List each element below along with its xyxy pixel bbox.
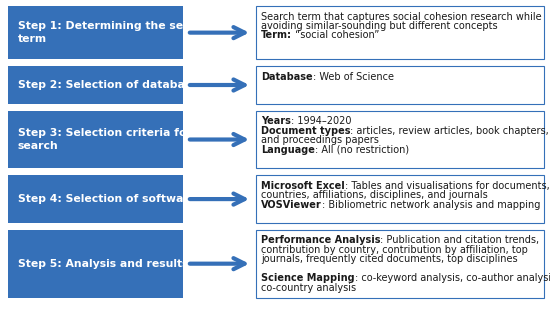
Text: contribution by country, contribution by affiliation, top: contribution by country, contribution by… [261, 245, 528, 255]
Bar [256, 66, 544, 104]
Text: Performance Analysis: Performance Analysis [261, 236, 381, 245]
Text: : Bibliometric network analysis and mapping: : Bibliometric network analysis and mapp… [322, 200, 540, 210]
Bar [8, 230, 183, 297]
Bar [256, 230, 544, 297]
Text: Document types: Document types [261, 126, 350, 136]
Text: Step 1: Determining the search
term: Step 1: Determining the search term [18, 21, 210, 44]
Text: : co-keyword analysis, co-author analysis,: : co-keyword analysis, co-author analysi… [355, 273, 550, 283]
Text: Database: Database [261, 72, 312, 82]
Text: co-country analysis: co-country analysis [261, 283, 356, 293]
Bar [256, 111, 544, 168]
Text: : articles, review articles, book chapters,: : articles, review articles, book chapte… [350, 126, 549, 136]
Text: countries, affiliations, disciplines, and journals: countries, affiliations, disciplines, an… [261, 190, 488, 200]
Text: Step 3: Selection criteria for
search: Step 3: Selection criteria for search [18, 128, 192, 151]
Text: : Tables and visualisations for documents,: : Tables and visualisations for document… [345, 181, 549, 191]
Text: journals, frequently cited documents, top disciplines: journals, frequently cited documents, to… [261, 254, 518, 264]
Bar [8, 175, 183, 223]
Text: Term:: Term: [261, 31, 292, 40]
Bar [8, 6, 183, 59]
Text: VOSViewer: VOSViewer [261, 200, 322, 210]
Text: Step 4: Selection of software: Step 4: Selection of software [18, 194, 196, 204]
Text: Years: Years [261, 116, 291, 126]
Text: : 1994–2020: : 1994–2020 [291, 116, 351, 126]
Text: : Publication and citation trends,: : Publication and citation trends, [381, 236, 540, 245]
Text: Language: Language [261, 145, 315, 155]
Text: Step 5: Analysis and results: Step 5: Analysis and results [18, 259, 189, 269]
Text: “social cohesion”: “social cohesion” [292, 31, 380, 40]
Bar [256, 6, 544, 59]
Text: avoiding similar-sounding but different concepts: avoiding similar-sounding but different … [261, 21, 498, 31]
Bar [8, 111, 183, 168]
Text: Science Mapping: Science Mapping [261, 273, 355, 283]
Text: Microsoft Excel: Microsoft Excel [261, 181, 345, 191]
Text: Search term that captures social cohesion research while: Search term that captures social cohesio… [261, 11, 542, 22]
Text: and proceedings papers: and proceedings papers [261, 135, 379, 145]
Text: Step 2: Selection of database: Step 2: Selection of database [18, 80, 199, 90]
Text: : Web of Science: : Web of Science [312, 72, 394, 82]
Text: : All (no restriction): : All (no restriction) [315, 145, 409, 155]
Bar [8, 66, 183, 104]
Bar [256, 175, 544, 223]
